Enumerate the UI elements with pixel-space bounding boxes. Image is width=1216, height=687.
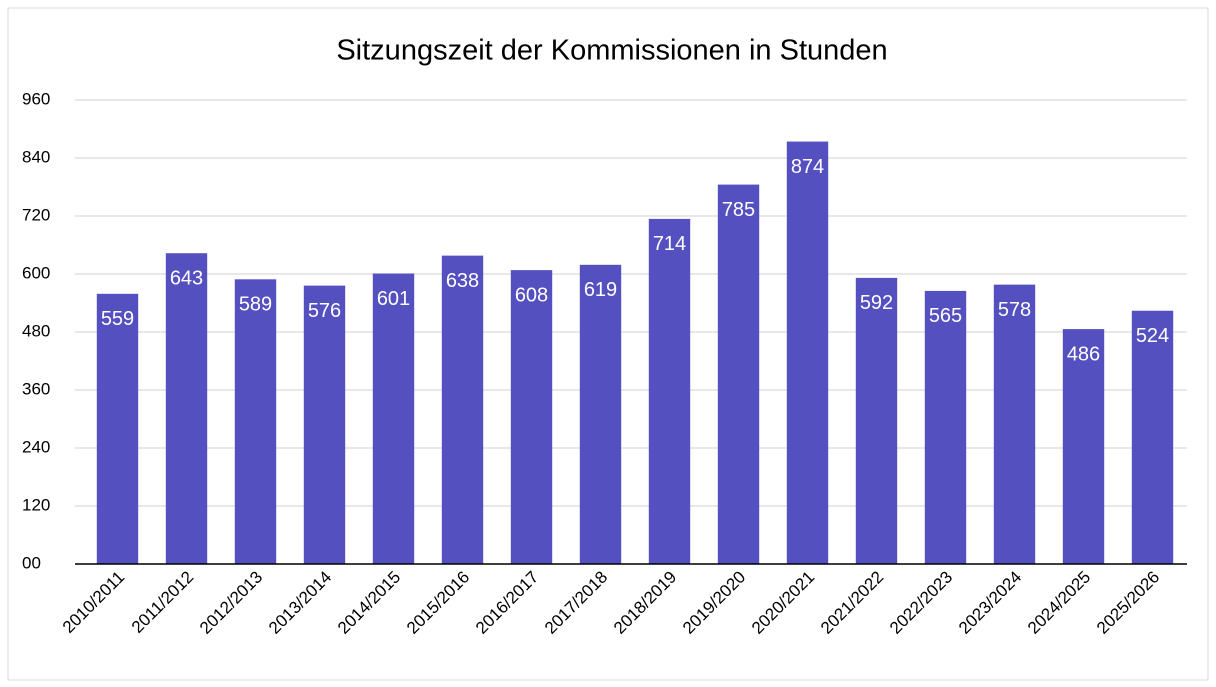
value-label: 874	[791, 156, 824, 178]
value-label: 559	[101, 308, 134, 330]
value-label: 524	[1136, 325, 1169, 347]
value-label: 601	[377, 288, 410, 310]
chart-title: Sitzungszeit der Kommissionen in Stunden	[336, 35, 887, 67]
value-label: 638	[446, 270, 479, 292]
y-tick-label: 120	[22, 495, 50, 514]
y-tick-label: 00	[22, 553, 41, 572]
value-label: 643	[170, 267, 203, 289]
bar	[303, 285, 346, 564]
bar	[1062, 329, 1105, 564]
y-tick-label: 360	[22, 379, 50, 398]
bar	[717, 184, 760, 565]
y-tick-label: 240	[22, 437, 50, 456]
value-label: 608	[515, 284, 548, 306]
y-tick-label: 840	[22, 147, 50, 166]
bar	[96, 293, 139, 564]
bar	[924, 290, 967, 564]
bar	[993, 284, 1036, 564]
bar	[579, 264, 622, 564]
y-tick-label: 960	[22, 89, 50, 108]
bar	[372, 273, 415, 564]
bar	[1131, 310, 1174, 564]
y-tick-label: 600	[22, 263, 50, 282]
bar	[855, 277, 898, 564]
bar	[648, 218, 691, 564]
y-tick-label: 720	[22, 205, 50, 224]
y-tick-label: 480	[22, 321, 50, 340]
bar	[234, 279, 277, 564]
bar	[441, 255, 484, 564]
value-label: 576	[308, 300, 341, 322]
bar	[165, 253, 208, 564]
value-label: 589	[239, 294, 272, 316]
value-label: 486	[1067, 343, 1100, 365]
value-label: 619	[584, 279, 617, 301]
bar	[786, 141, 829, 565]
value-label: 785	[722, 199, 755, 221]
value-label: 565	[929, 305, 962, 327]
value-label: 578	[998, 299, 1031, 321]
value-label: 714	[653, 233, 686, 255]
value-label: 592	[860, 292, 893, 314]
bar	[510, 270, 553, 564]
